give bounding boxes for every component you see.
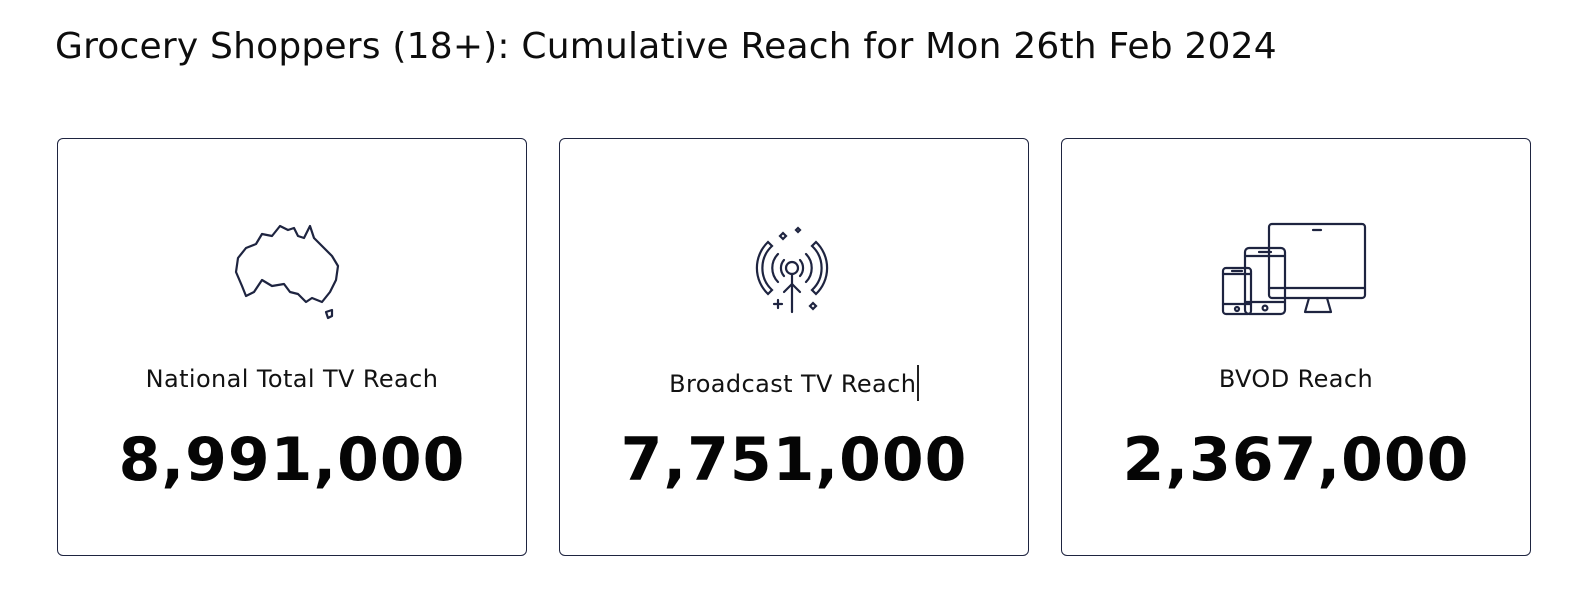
national-total-tv-reach-card: National Total TV Reach 8,991,000 [57,138,527,556]
australia-map-icon [58,219,526,325]
national-total-tv-reach-label: National Total TV Reach [145,365,439,393]
broadcast-tv-reach-value: 7,751,000 [620,425,968,495]
text-cursor [917,365,919,401]
bvod-reach-value: 2,367,000 [1122,425,1470,495]
national-total-tv-reach-value: 8,991,000 [118,425,466,495]
bvod-reach-card: BVOD Reach 2,367,000 [1061,138,1531,556]
broadcast-tv-reach-label: Broadcast TV Reach [560,365,1028,401]
multi-device-icon [1062,219,1530,325]
broadcast-antenna-icon [560,219,1028,325]
broadcast-tv-reach-card: Broadcast TV Reach 7,751,000 [559,138,1029,556]
bvod-reach-label: BVOD Reach [1218,365,1374,393]
page-title: Grocery Shoppers (18+): Cumulative Reach… [55,26,1277,67]
